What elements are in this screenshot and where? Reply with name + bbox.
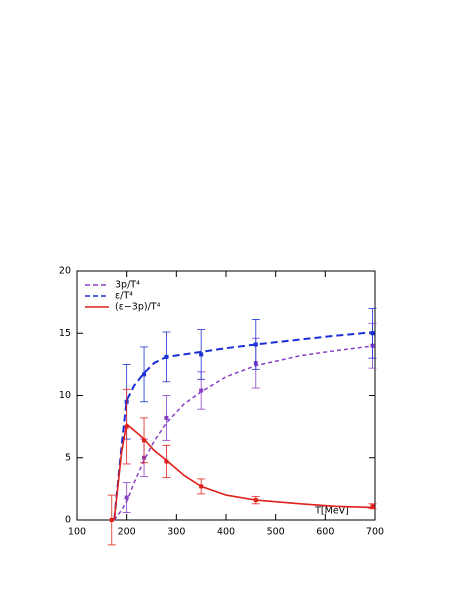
x-tick-label: 300: [167, 527, 185, 538]
data-point: [370, 504, 375, 509]
data-point: [109, 518, 114, 522]
data-point: [142, 438, 147, 443]
data-point: [253, 498, 258, 503]
data-point: [199, 484, 204, 489]
y-tick-label: 15: [59, 328, 71, 339]
x-tick-label: 700: [366, 527, 384, 538]
data-point: [253, 342, 258, 347]
y-tick-label: 5: [65, 452, 71, 463]
data-point: [164, 459, 169, 464]
data-point: [370, 331, 375, 336]
x-tick-label: 200: [118, 527, 136, 538]
legend-label: (ε−3p)/T⁴: [115, 302, 161, 313]
data-point: [142, 372, 147, 377]
data-point: [199, 352, 204, 357]
data-point: [199, 388, 204, 393]
y-tick-label: 20: [59, 266, 71, 277]
data-point: [164, 415, 169, 420]
y-tick-label: 10: [59, 390, 71, 401]
x-tick-label: 100: [68, 527, 86, 538]
curve: [113, 344, 376, 521]
data-point: [124, 495, 129, 500]
y-tick-label: 0: [65, 515, 71, 526]
legend-label: 3p/T⁴: [115, 280, 140, 291]
x-tick-label: 400: [217, 527, 235, 538]
x-tick-label: 600: [316, 527, 334, 538]
curve: [113, 422, 376, 521]
x-tick-label: 500: [267, 527, 285, 538]
legend-label: ε/T⁴: [115, 291, 133, 302]
data-point: [124, 424, 129, 429]
data-point: [164, 354, 169, 359]
annotation: T[MeV]: [314, 506, 349, 517]
curve: [113, 331, 376, 521]
